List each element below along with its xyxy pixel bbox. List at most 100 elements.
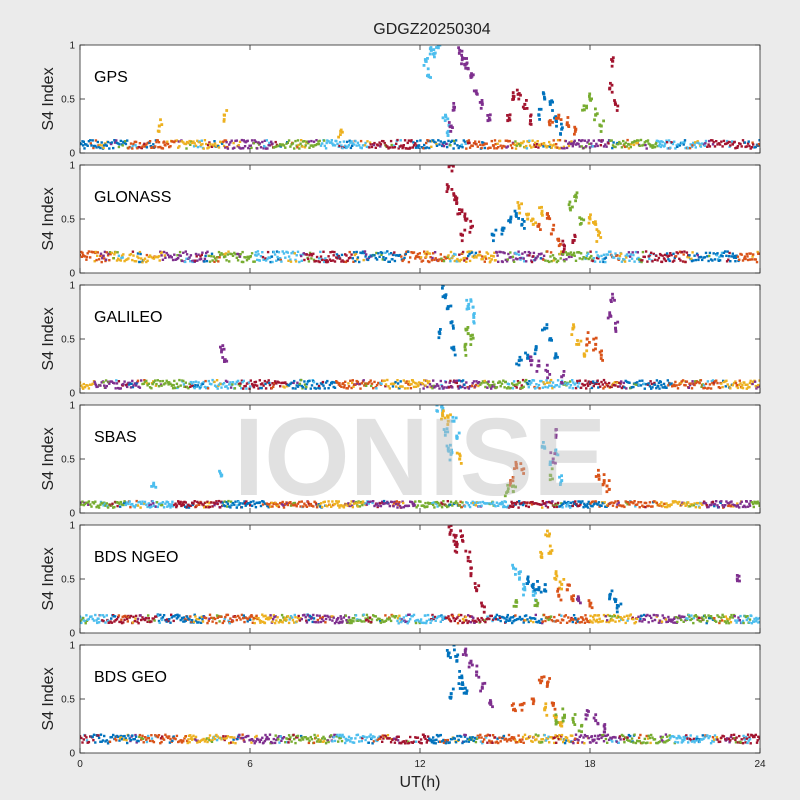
baseline-point <box>80 618 84 621</box>
data-point <box>464 219 468 222</box>
baseline-point <box>82 140 85 143</box>
baseline-point <box>749 379 752 383</box>
baseline-point <box>303 146 307 149</box>
baseline-point <box>293 613 296 617</box>
baseline-point <box>351 617 354 620</box>
baseline-point <box>468 259 472 263</box>
baseline-point <box>244 384 247 388</box>
data-point <box>469 219 473 223</box>
baseline-point <box>300 378 303 382</box>
baseline-point <box>136 620 139 623</box>
baseline-point <box>579 503 582 506</box>
baseline-point <box>198 503 201 506</box>
baseline-point <box>412 380 415 384</box>
baseline-point <box>415 506 418 509</box>
baseline-point <box>718 143 722 146</box>
baseline-point <box>451 139 454 142</box>
data-point <box>523 588 527 592</box>
baseline-point <box>457 146 460 150</box>
baseline-point <box>120 254 124 257</box>
baseline-point <box>305 383 309 386</box>
baseline-point <box>231 254 235 257</box>
baseline-point <box>100 381 103 384</box>
baseline-point <box>750 258 754 261</box>
baseline-point <box>110 141 114 144</box>
baseline-point <box>337 504 340 507</box>
baseline-point <box>651 260 654 263</box>
baseline-point <box>335 620 338 623</box>
baseline-point <box>563 260 566 263</box>
baseline-point <box>505 260 509 263</box>
baseline-point <box>323 500 326 503</box>
baseline-point <box>470 144 473 147</box>
baseline-point <box>533 385 536 389</box>
baseline-point <box>727 258 730 261</box>
baseline-point <box>347 616 351 619</box>
baseline-point <box>98 143 101 147</box>
data-point <box>505 491 508 495</box>
baseline-point <box>345 140 349 144</box>
plot-area <box>80 645 760 753</box>
baseline-point <box>218 256 221 259</box>
data-point <box>557 244 561 248</box>
baseline-point <box>147 614 150 617</box>
baseline-point <box>273 380 277 383</box>
baseline-point <box>94 144 97 148</box>
baseline-point <box>716 252 719 255</box>
baseline-point <box>207 379 210 383</box>
baseline-point <box>296 616 300 620</box>
baseline-point <box>195 504 198 507</box>
baseline-point <box>724 620 727 623</box>
baseline-point <box>509 386 513 390</box>
baseline-point <box>175 139 179 142</box>
baseline-point <box>729 616 732 619</box>
baseline-point <box>485 381 488 384</box>
baseline-point <box>745 387 748 390</box>
baseline-point <box>375 251 378 255</box>
baseline-point <box>738 506 741 509</box>
baseline-point <box>410 615 413 618</box>
baseline-point <box>526 254 529 257</box>
baseline-point <box>716 614 719 617</box>
baseline-point <box>546 381 549 384</box>
baseline-point <box>183 620 186 623</box>
baseline-point <box>722 380 726 384</box>
baseline-point <box>696 140 699 143</box>
baseline-point <box>91 382 94 385</box>
data-point <box>461 540 465 543</box>
baseline-point <box>400 258 404 261</box>
baseline-point <box>184 501 187 504</box>
baseline-point <box>289 145 292 148</box>
baseline-point <box>199 501 203 504</box>
baseline-point <box>216 502 219 506</box>
baseline-point <box>604 615 608 618</box>
baseline-point <box>122 253 125 256</box>
baseline-point <box>620 505 624 508</box>
baseline-point <box>178 250 182 254</box>
baseline-point <box>272 385 275 388</box>
baseline-point <box>581 139 584 142</box>
data-point <box>601 359 604 362</box>
baseline-point <box>219 140 222 143</box>
baseline-point <box>236 504 239 507</box>
baseline-point <box>556 619 560 622</box>
baseline-point <box>131 147 134 150</box>
panel-label: GALILEO <box>94 309 162 326</box>
baseline-point <box>366 140 369 143</box>
baseline-point <box>500 382 504 385</box>
data-point <box>599 236 603 239</box>
data-point <box>432 48 436 51</box>
baseline-point <box>678 250 682 253</box>
baseline-point <box>81 140 84 143</box>
baseline-point <box>367 620 370 623</box>
baseline-point <box>85 736 88 739</box>
data-point <box>525 99 528 102</box>
data-point <box>219 345 222 349</box>
baseline-point <box>573 139 576 142</box>
baseline-point <box>92 619 96 622</box>
data-point <box>457 46 460 50</box>
data-point <box>511 490 515 493</box>
baseline-point <box>583 383 587 387</box>
baseline-point <box>558 139 562 142</box>
baseline-point <box>573 254 576 257</box>
